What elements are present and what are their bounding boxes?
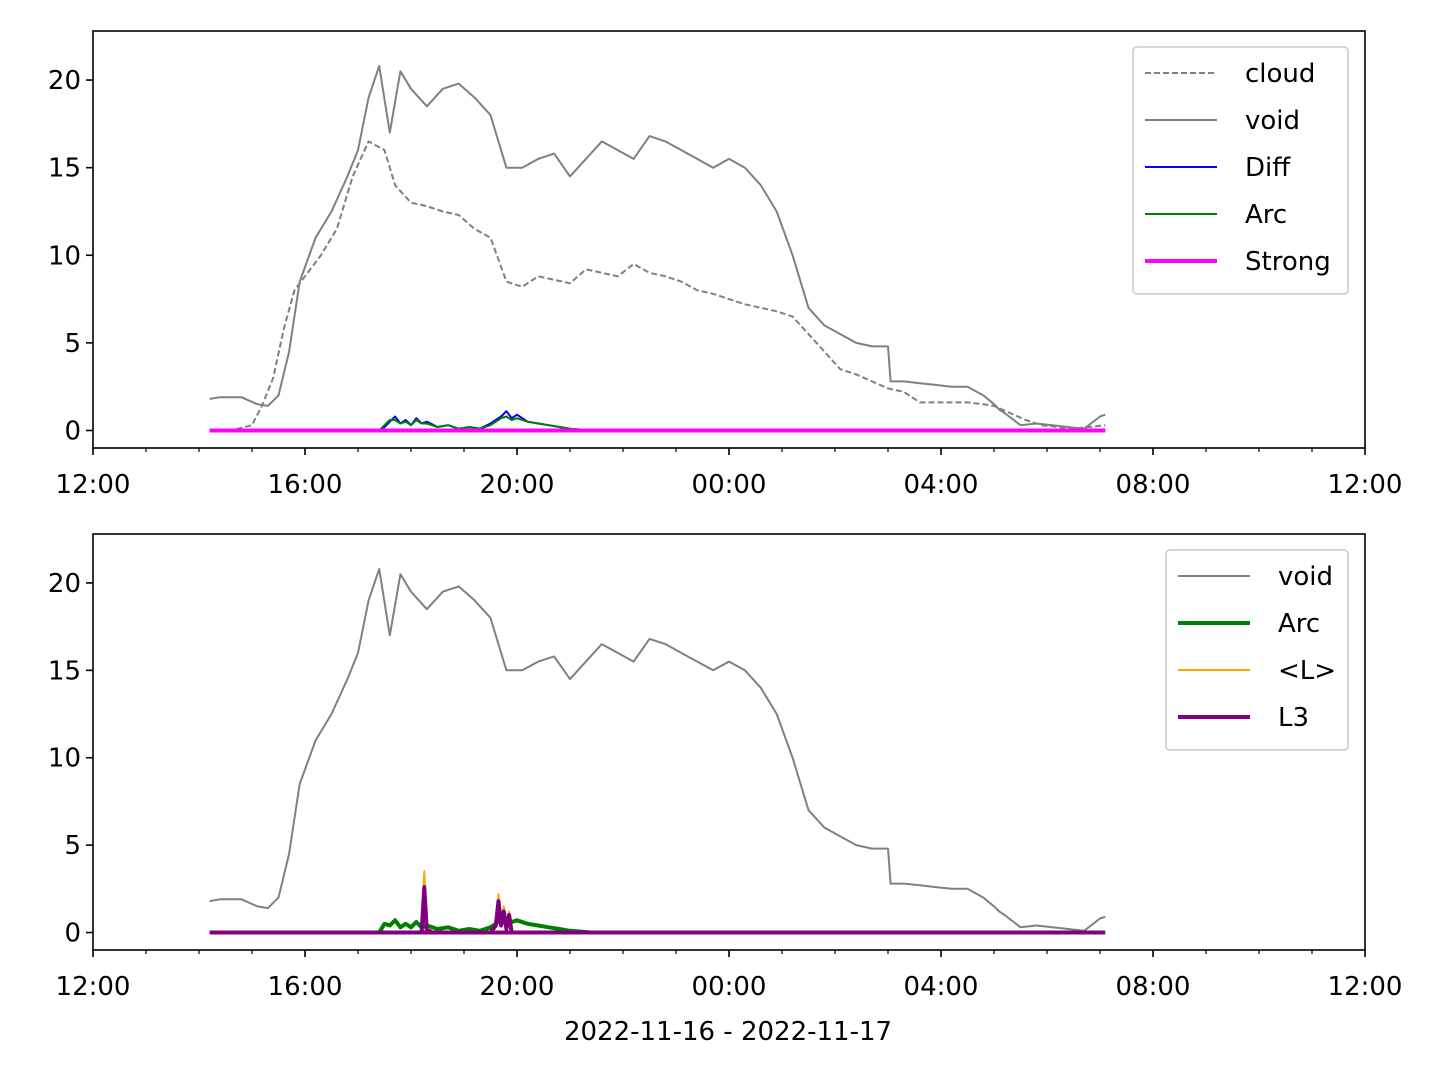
x-tick-label: 16:00 xyxy=(268,972,343,1002)
legend-label: cloud xyxy=(1245,59,1315,89)
y-tick-label: 20 xyxy=(48,66,81,96)
series-lines xyxy=(209,568,1106,935)
y-tick-label: 15 xyxy=(48,656,81,686)
x-tick-label: 08:00 xyxy=(1116,470,1191,500)
y-tick-label: 20 xyxy=(48,569,81,599)
series-lines xyxy=(209,65,1106,433)
series-line-cloud xyxy=(209,140,1106,432)
legend-label: Arc xyxy=(1278,609,1320,639)
legend-label: Strong xyxy=(1245,247,1331,277)
x-tick-label: 12:00 xyxy=(1328,972,1403,1002)
x-tick-label: 00:00 xyxy=(692,470,767,500)
legend-box xyxy=(1132,46,1349,295)
series-line-arc xyxy=(377,916,592,935)
y-tick-label: 5 xyxy=(64,831,81,861)
x-axis-label: 2022-11-16 - 2022-11-17 xyxy=(564,1017,892,1047)
y-tick-label: 5 xyxy=(64,329,81,359)
legend: cloud void Diff Arc Strong xyxy=(1132,46,1349,295)
legend-label: void xyxy=(1245,106,1300,136)
chart-bottom: 0 5 10 15 20 12:00 16:00 20:00 00:00 04:00 08:00 12… xyxy=(48,533,1403,1002)
y-tick-label: 10 xyxy=(48,744,81,774)
x-tick-label: 12:00 xyxy=(1328,470,1403,500)
x-tick-label: 12:00 xyxy=(56,972,131,1002)
series-line-arc xyxy=(378,415,592,432)
x-tick-label: 04:00 xyxy=(904,470,979,500)
series-line-void xyxy=(209,568,1106,932)
series-line-l3 xyxy=(416,885,517,935)
x-tick-label: 00:00 xyxy=(692,972,767,1002)
legend-label: L3 xyxy=(1278,703,1309,733)
x-tick-label: 16:00 xyxy=(268,470,343,500)
legend-label: <L> xyxy=(1278,656,1336,686)
x-tick-label: 12:00 xyxy=(56,470,131,500)
series-line-void xyxy=(209,65,1106,430)
x-tick-label: 08:00 xyxy=(1116,972,1191,1002)
legend-label: Arc xyxy=(1245,200,1287,230)
legend-label: Diff xyxy=(1245,153,1291,183)
chart-top: 0 5 10 15 20 12:00 16:00 20:00 00:00 04:00 08:00 12… xyxy=(48,30,1403,500)
y-tick-label: 15 xyxy=(48,154,81,184)
y-tick-label: 10 xyxy=(48,241,81,271)
x-tick-label: 20:00 xyxy=(480,972,555,1002)
legend-box xyxy=(1165,549,1349,751)
x-tick-label: 20:00 xyxy=(480,470,555,500)
x-tick-label: 04:00 xyxy=(904,972,979,1002)
y-tick-label: 0 xyxy=(64,416,81,446)
y-tick-label: 0 xyxy=(64,919,81,949)
legend: void Arc <L> L3 xyxy=(1165,549,1349,751)
legend-label: void xyxy=(1278,562,1333,592)
